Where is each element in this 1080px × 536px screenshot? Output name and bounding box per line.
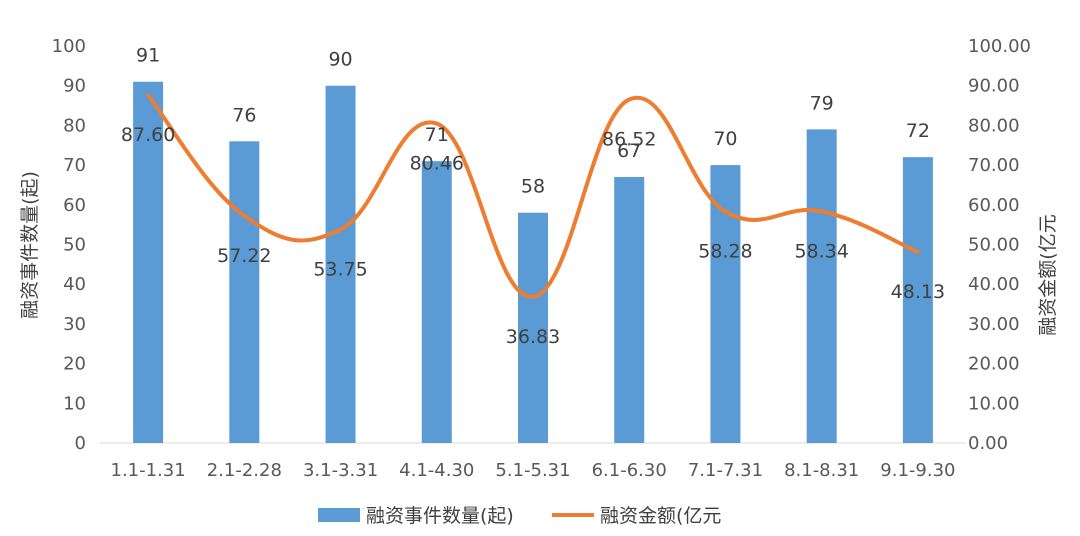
bar — [325, 85, 356, 443]
y2-tick-label: 20.00 — [968, 354, 1020, 375]
y2-tick-label: 70.00 — [968, 155, 1020, 176]
y2-tick-label: 50.00 — [968, 235, 1020, 256]
y-tick-label: 40 — [63, 274, 86, 295]
x-tick-label: 4.1-4.30 — [399, 460, 474, 481]
amount-line — [146, 93, 920, 299]
data-labels: 91 76 90 71 58 67 70 79 72 87.60 57.22 53.75 80.46 36… — [121, 45, 945, 348]
x-tick-label: 1.1-1.31 — [111, 460, 186, 481]
bar — [902, 157, 933, 443]
bar — [133, 81, 164, 443]
y2-tick-label: 0.00 — [968, 433, 1008, 454]
y-tick-label: 0 — [75, 433, 86, 454]
line-series — [146, 93, 920, 299]
bar-data-label: 79 — [810, 92, 834, 114]
line-data-label: 58.34 — [794, 240, 848, 262]
line-data-label: 48.13 — [891, 281, 945, 303]
y2-tick-label: 10.00 — [968, 393, 1020, 414]
line-data-label: 80.46 — [410, 153, 464, 175]
bar — [421, 161, 452, 443]
y2-tick-label: 100.00 — [968, 36, 1031, 57]
legend-label-bars: 融资事件数量(起) — [366, 505, 514, 527]
y2-axis-title: 融资金额(亿元 — [1037, 214, 1059, 335]
bar-data-label: 70 — [713, 128, 737, 150]
bar — [614, 177, 645, 443]
y-tick-label: 70 — [63, 155, 86, 176]
bar — [229, 141, 260, 443]
y-tick-label: 20 — [63, 354, 86, 375]
y2-tick-label: 80.00 — [968, 115, 1020, 136]
y-tick-label: 50 — [63, 235, 86, 256]
bar-data-label: 71 — [425, 124, 449, 146]
y-tick-label: 10 — [63, 393, 86, 414]
y-axis-title: 融资事件数量(起) — [19, 171, 41, 319]
bar-data-label: 67 — [617, 140, 641, 162]
bar-data-label: 90 — [328, 49, 352, 71]
y2-tick-label: 60.00 — [968, 195, 1020, 216]
line-data-label: 58.28 — [698, 241, 752, 263]
y-tick-label: 60 — [63, 195, 86, 216]
legend: 融资事件数量(起) 融资金额(亿元 — [318, 505, 721, 527]
line-data-label: 86.52 — [602, 129, 656, 151]
bar — [710, 165, 741, 443]
bar-series — [133, 81, 933, 443]
x-tick-label: 9.1-9.30 — [880, 460, 955, 481]
line-data-label: 57.22 — [217, 245, 271, 267]
bar-data-label: 72 — [906, 120, 930, 142]
bar — [806, 129, 837, 443]
y-tick-label: 30 — [63, 314, 86, 335]
y-tick-label: 90 — [63, 76, 86, 97]
line-data-label: 36.83 — [506, 326, 560, 348]
y-tick-label: 80 — [63, 115, 86, 136]
bar — [518, 212, 548, 443]
x-tick-label: 3.1-3.31 — [303, 460, 378, 481]
y2-tick-label: 90.00 — [968, 76, 1020, 97]
x-tick-label: 8.1-8.31 — [784, 460, 859, 481]
y2-tick-label: 40.00 — [968, 274, 1020, 295]
legend-swatch-bars — [318, 508, 360, 522]
line-data-label: 53.75 — [313, 259, 367, 281]
line-data-label: 87.60 — [121, 124, 175, 146]
bar-data-label: 91 — [136, 45, 160, 67]
legend-label-line: 融资金额(亿元 — [600, 505, 721, 527]
bar-data-label: 76 — [232, 104, 256, 126]
y-tick-label: 100 — [52, 36, 86, 57]
y2-tick-label: 30.00 — [968, 314, 1020, 335]
axes: 0 10 20 30 40 50 60 70 80 90 100 0.00 10.00 20.00 30.0… — [52, 36, 1031, 481]
x-tick-label: 5.1-5.31 — [495, 460, 570, 481]
x-tick-label: 7.1-7.31 — [688, 460, 763, 481]
x-tick-label: 6.1-6.30 — [592, 460, 667, 481]
x-tick-label: 2.1-2.28 — [207, 460, 282, 481]
bar-data-label: 58 — [521, 176, 545, 198]
